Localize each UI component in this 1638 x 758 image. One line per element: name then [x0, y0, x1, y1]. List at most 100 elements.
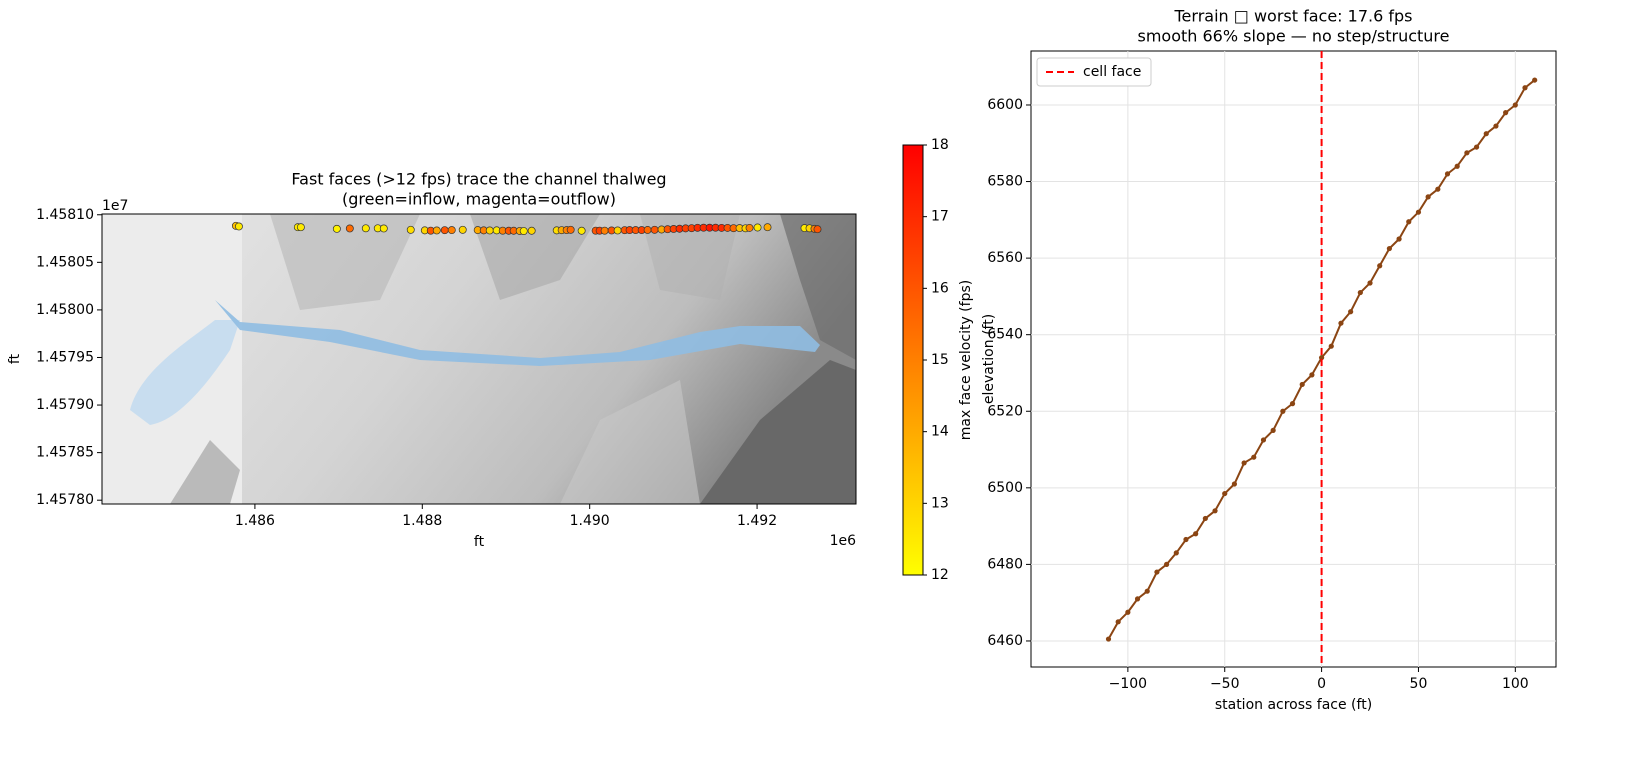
- elevation-point: [1357, 289, 1363, 296]
- elevation-point: [1115, 619, 1121, 625]
- fast-face: [763, 223, 772, 232]
- y-tick-label: 6560: [987, 250, 1023, 266]
- x-tick-label: −100: [1109, 676, 1147, 692]
- y-tick-label: 6520: [987, 403, 1023, 419]
- elevation-point: [1260, 437, 1267, 443]
- fast-face: [485, 226, 494, 235]
- elevation-point: [1144, 588, 1150, 594]
- y-tick-label: 6460: [987, 633, 1023, 649]
- fast-face: [447, 226, 456, 235]
- fast-face: [345, 224, 354, 233]
- elevation-point: [1512, 102, 1518, 108]
- legend-label: cell face: [1083, 64, 1141, 80]
- elevation-point: [1154, 569, 1160, 575]
- y-tick-label: 1.45785: [36, 445, 94, 461]
- fast-face: [527, 226, 536, 235]
- colorbar: [902, 144, 924, 576]
- legend-box: [1036, 57, 1152, 87]
- colorbar-tick-label: 13: [931, 495, 949, 511]
- elevation-point: [1338, 320, 1344, 326]
- elevation-point: [1396, 236, 1402, 242]
- elevation-point: [1318, 355, 1325, 361]
- fast-face: [600, 226, 609, 235]
- elevation-point: [1125, 609, 1131, 615]
- y-tick-label: 6480: [987, 556, 1023, 572]
- elevation-point: [1299, 381, 1305, 388]
- elevation-point: [1212, 508, 1218, 514]
- y-tick-label: 6600: [987, 97, 1023, 113]
- x-tick-label: 1.492: [737, 513, 777, 529]
- x-tick-label: 0: [1317, 676, 1326, 692]
- y-tick-label: 1.45805: [36, 254, 94, 270]
- fast-face: [753, 223, 762, 232]
- elevation-point: [1280, 408, 1286, 414]
- fast-face: [566, 225, 575, 234]
- x-tick-label: 1.488: [402, 513, 442, 529]
- y-offset-label: 1e7: [102, 198, 128, 214]
- x-tick-label: −50: [1210, 676, 1240, 692]
- fast-face: [519, 227, 528, 235]
- fast-face: [379, 224, 388, 233]
- fast-face: [296, 223, 305, 232]
- y-tick-label: 6540: [987, 327, 1023, 343]
- elevation-point: [1241, 460, 1247, 466]
- x-axis-label: ft: [474, 534, 485, 550]
- colorbar-tick-label: 17: [931, 209, 949, 225]
- fast-face: [643, 226, 652, 234]
- y-tick-label: 1.45800: [36, 302, 94, 318]
- fast-face: [577, 226, 586, 235]
- chart-title: smooth 66% slope — no step/structure: [1137, 27, 1449, 46]
- chart-title: Terrain □ worst face: 17.6 fps: [1174, 7, 1413, 26]
- chart-title: Fast faces (>12 fps) trace the channel t…: [291, 170, 666, 189]
- x-offset-label: 1e6: [830, 533, 857, 549]
- colorbar-label: max face velocity (fps): [958, 280, 974, 440]
- colorbar-tick-label: 15: [931, 352, 949, 368]
- elevation-point: [1386, 245, 1392, 252]
- elevation-point: [1134, 596, 1141, 602]
- fast-face: [745, 223, 754, 232]
- x-tick-label: 100: [1502, 676, 1529, 692]
- elevation-point: [1464, 150, 1470, 156]
- elevation-point: [1367, 280, 1373, 286]
- elevation-point: [1483, 131, 1489, 137]
- colorbar-tick-label: 12: [931, 567, 949, 583]
- fast-face: [406, 225, 415, 234]
- plot-frame: [1030, 50, 1557, 668]
- elevation-point: [1309, 372, 1315, 378]
- elevation-point: [1503, 110, 1509, 116]
- elevation-point: [1231, 481, 1238, 487]
- colorbar-tick-label: 18: [931, 137, 949, 153]
- elevation-point: [1164, 561, 1170, 567]
- elevation-point: [1532, 77, 1538, 83]
- y-tick-label: 1.45810: [36, 207, 94, 223]
- x-axis-label: station across face (ft): [1215, 697, 1372, 713]
- x-tick-label: 50: [1410, 676, 1428, 692]
- elevation-point: [1415, 209, 1422, 215]
- y-axis-label: ft: [7, 353, 23, 364]
- elevation-point: [1522, 85, 1528, 91]
- y-tick-label: 1.45780: [36, 492, 94, 508]
- elevation-point: [1493, 123, 1499, 129]
- elevation-point: [1348, 309, 1354, 315]
- fast-face: [440, 226, 449, 235]
- elevation-point: [1105, 636, 1112, 642]
- y-tick-label: 1.45790: [36, 397, 94, 413]
- colorbar-tick-label: 14: [931, 424, 949, 440]
- y-tick-label: 6500: [987, 480, 1023, 496]
- y-tick-label: 1.45795: [36, 349, 94, 365]
- elevation-point: [1202, 515, 1208, 522]
- elevation-point: [1377, 263, 1383, 269]
- colorbar-tick-label: 16: [931, 280, 949, 296]
- elevation-point: [1328, 343, 1334, 349]
- hillshade: [102, 214, 856, 504]
- fast-face: [458, 225, 467, 234]
- elevation-point: [1473, 144, 1480, 150]
- elevation-point: [1222, 490, 1228, 497]
- fast-face: [361, 224, 370, 233]
- elevation-point: [1444, 171, 1451, 177]
- elevation-point: [1173, 550, 1179, 556]
- elevation-point: [1251, 454, 1257, 460]
- chart-title: (green=inflow, magenta=outflow): [342, 190, 616, 209]
- elevation-point: [1270, 427, 1276, 434]
